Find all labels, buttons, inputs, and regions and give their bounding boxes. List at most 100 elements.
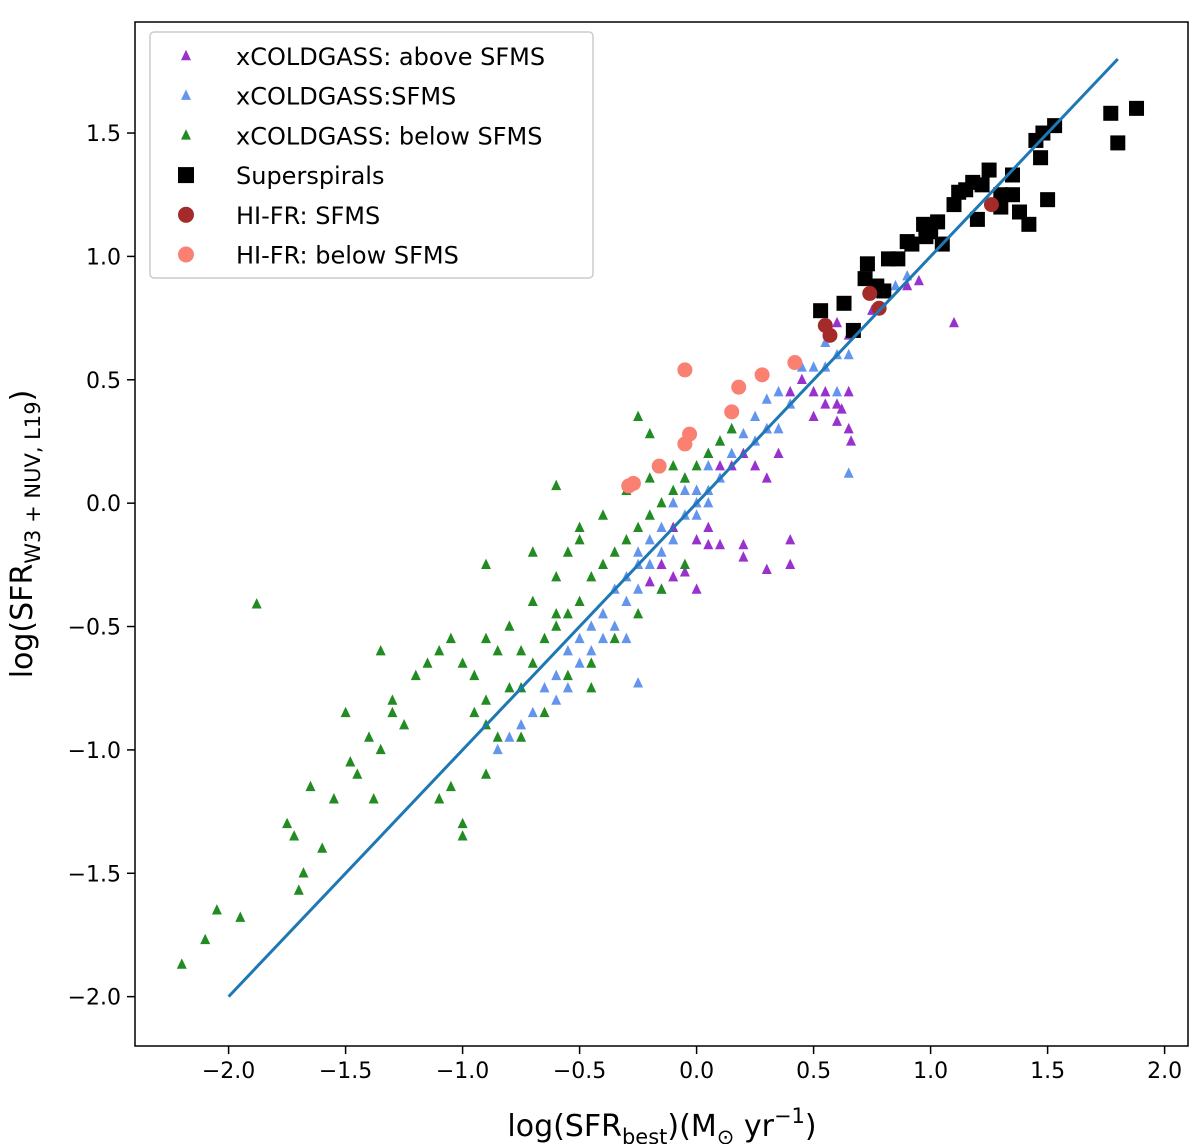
data-point (715, 459, 725, 471)
data-point (598, 632, 608, 644)
data-point (481, 694, 491, 705)
data-point (625, 475, 641, 491)
data-point (862, 285, 878, 301)
data-point (787, 355, 803, 371)
data-point (633, 546, 644, 557)
data-point (469, 706, 480, 718)
data-point (974, 177, 990, 193)
data-point (832, 316, 842, 328)
data-point (598, 509, 608, 520)
data-point (857, 271, 873, 287)
data-point (539, 706, 550, 718)
data-point (1021, 216, 1037, 232)
data-point (808, 385, 819, 397)
data-point (340, 706, 351, 718)
data-point (551, 669, 562, 681)
data-point (832, 415, 842, 426)
data-point (677, 362, 693, 378)
data-point (715, 435, 725, 446)
data-point (445, 780, 456, 792)
data-point (364, 731, 374, 742)
data-point (981, 162, 997, 178)
x-tick-label: −1.5 (319, 1059, 372, 1084)
data-point (832, 385, 842, 397)
data-point (843, 348, 854, 360)
legend-marker (181, 49, 191, 61)
data-point (813, 303, 829, 319)
data-point (668, 496, 679, 508)
data-point (574, 595, 585, 607)
data-point (1110, 135, 1126, 151)
data-point (434, 793, 445, 804)
legend: xCOLDGASS: above SFMS xCOLDGASS:SFMS xCOLD… (149, 31, 594, 279)
data-point (773, 385, 784, 397)
data-point (785, 385, 796, 397)
data-point (644, 575, 655, 587)
data-point (282, 817, 293, 829)
data-point (445, 632, 456, 644)
data-point (516, 731, 527, 742)
data-point (457, 817, 468, 829)
data-point (808, 410, 819, 421)
data-point (539, 682, 550, 693)
data-point (176, 958, 187, 969)
data-point (434, 645, 445, 656)
data-point (983, 197, 999, 213)
data-point (516, 719, 527, 730)
data-point (871, 300, 887, 316)
x-tick-label: 1.5 (1030, 1059, 1065, 1084)
data-point (504, 731, 515, 742)
data-point (527, 595, 538, 607)
data-point (682, 426, 698, 442)
data-point (656, 546, 667, 557)
data-point (345, 756, 356, 767)
data-point (457, 657, 468, 668)
data-point (609, 632, 620, 644)
data-point (750, 410, 761, 421)
x-tick-label: −0.5 (553, 1059, 606, 1084)
legend-entry: Superspirals (178, 162, 384, 190)
data-point (656, 496, 667, 508)
data-point (399, 719, 410, 730)
data-point (836, 295, 852, 311)
data-point (422, 657, 433, 668)
data-point (726, 422, 737, 434)
legend-items: xCOLDGASS: above SFMS xCOLDGASS:SFMS xCOLD… (178, 43, 545, 270)
data-point (820, 385, 831, 397)
data-point (375, 645, 386, 656)
data-point (651, 458, 667, 474)
data-point (633, 583, 644, 594)
data-point (481, 768, 491, 779)
data-point (586, 682, 597, 693)
data-point (703, 521, 714, 533)
data-point (738, 538, 749, 550)
data-point (726, 447, 737, 459)
data-point (298, 867, 309, 878)
data-point (1040, 192, 1056, 208)
data-point (843, 467, 854, 478)
plot-frame (134, 21, 1189, 1047)
legend-label: xCOLDGASS: below SFMS (236, 122, 543, 150)
data-point (703, 496, 714, 508)
data-point (492, 743, 503, 755)
data-point (621, 632, 632, 644)
data-point (574, 657, 585, 668)
data-point (843, 422, 854, 434)
legend-entry: HI-FR: below SFMS (178, 242, 459, 270)
data-point (504, 682, 515, 693)
legend-label: xCOLDGASS:SFMS (236, 83, 456, 111)
legend-label: Superspirals (236, 162, 384, 190)
data-point (679, 484, 690, 496)
data-point (820, 336, 831, 347)
data-point (846, 435, 857, 446)
data-point (527, 546, 538, 557)
x-tick-label: 0.0 (679, 1059, 714, 1084)
data-point (504, 620, 515, 631)
data-point (527, 657, 538, 668)
data-point (656, 558, 667, 570)
data-point (691, 533, 702, 545)
data-point (644, 427, 655, 439)
data-point (574, 521, 585, 533)
data-point (918, 229, 934, 245)
